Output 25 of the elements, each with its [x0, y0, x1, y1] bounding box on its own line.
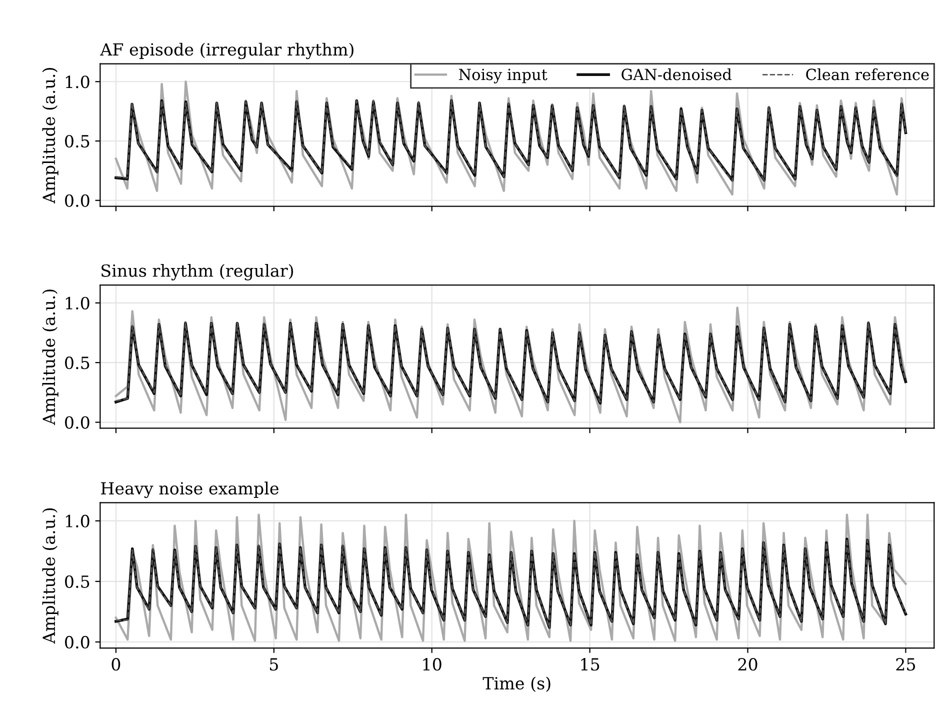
x-tick-label: 0: [112, 658, 120, 671]
x-tick-label: 5: [270, 658, 278, 671]
y-axis-title: Amplitude (a.u.): [42, 290, 58, 426]
y-tick-label: 1.0: [66, 514, 90, 528]
chart-title: AF episode (irregular rhythm): [100, 42, 354, 60]
x-axis-title: Time (s): [482, 676, 550, 692]
chart-title: Sinus rhythm (regular): [102, 264, 294, 280]
y-tick-label: 0.5: [65, 134, 90, 148]
y-tick-label: 0.0: [65, 416, 90, 429]
y-axis-title: Amplitude (a.u.): [42, 68, 58, 204]
x-tick-label: 20: [738, 658, 758, 671]
y-axis-title: Amplitude (a.u.): [42, 508, 58, 644]
y-tick-label: 0.5: [65, 575, 90, 588]
chart-title: Heavy noise example: [101, 482, 278, 498]
legend-label: GAN-denoised: [622, 68, 732, 80]
y-tick-label: 1.0: [66, 76, 90, 88]
y-tick-label: 0.5: [65, 356, 90, 370]
y-tick-label: 0.0: [65, 194, 90, 207]
x-tick-label: 25: [896, 658, 916, 671]
x-tick-label: 15: [581, 658, 600, 671]
legend-label: Noisy input: [458, 68, 548, 84]
x-tick-label: 10: [423, 658, 442, 671]
legend-label: Clean reference: [806, 68, 929, 80]
y-tick-label: 1.0: [66, 296, 90, 310]
y-tick-label: 0.0: [65, 636, 90, 649]
